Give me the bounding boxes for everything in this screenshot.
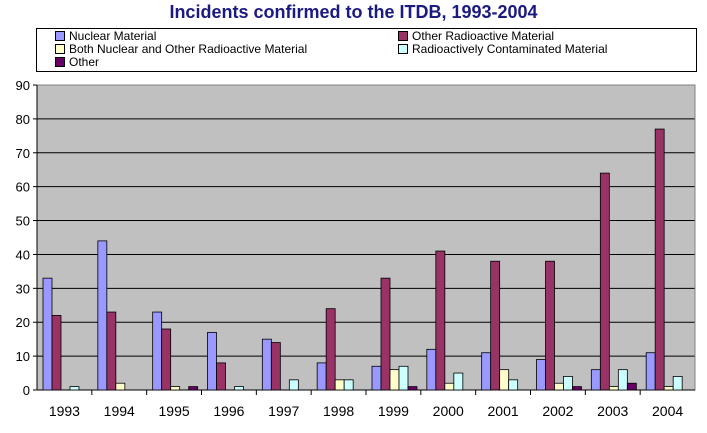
bar-both-nuclear-and-other-radioactive-material-2002 bbox=[554, 382, 564, 391]
legend-swatch bbox=[55, 30, 65, 41]
bar-radioactively-contaminated-material-2003 bbox=[617, 369, 628, 391]
bar-other-radioactive-material-2000 bbox=[435, 250, 446, 391]
bar-radioactively-contaminated-material-1998 bbox=[343, 379, 354, 391]
bar-nuclear-material-2004 bbox=[645, 352, 656, 391]
legend-label: Other bbox=[69, 55, 100, 69]
legend-label: Radioactively Contaminated Material bbox=[412, 42, 608, 56]
legend-item-radioactively-contaminated-material: Radioactively Contaminated Material bbox=[398, 43, 607, 56]
bar-nuclear-material-2000 bbox=[426, 348, 437, 391]
bar-nuclear-material-1996 bbox=[207, 331, 217, 391]
bar-nuclear-material-1997 bbox=[261, 338, 272, 391]
bar-both-nuclear-and-other-radioactive-material-2001 bbox=[499, 369, 510, 391]
y-tick-label: 50 bbox=[16, 214, 30, 229]
bar-radioactively-contaminated-material-1993 bbox=[69, 386, 80, 391]
bar-other-radioactive-material-2004 bbox=[654, 128, 665, 391]
x-tick-label: 2003 bbox=[597, 403, 628, 419]
bar-nuclear-material-1999 bbox=[371, 365, 382, 391]
bar-nuclear-material-1994 bbox=[97, 240, 108, 391]
y-tick-label: 10 bbox=[16, 349, 30, 364]
y-tick-label: 30 bbox=[16, 281, 30, 296]
bar-both-nuclear-and-other-radioactive-material-1995 bbox=[170, 386, 181, 391]
legend-label: Both Nuclear and Other Radioactive Mater… bbox=[69, 42, 308, 56]
x-tick-label: 1995 bbox=[159, 403, 190, 419]
y-tick-label: 90 bbox=[16, 78, 30, 93]
bar-other-radioactive-material-1998 bbox=[325, 308, 336, 391]
bar-radioactively-contaminated-material-2002 bbox=[563, 376, 573, 391]
legend-swatch bbox=[55, 56, 65, 67]
bar-both-nuclear-and-other-radioactive-material-1994 bbox=[115, 382, 126, 391]
plot-background bbox=[37, 85, 695, 390]
legend: Nuclear Material Other Radioactive Mater… bbox=[36, 28, 697, 72]
bar-nuclear-material-1993 bbox=[42, 277, 53, 391]
legend-swatch bbox=[398, 43, 408, 54]
bar-other-radioactive-material-1996 bbox=[216, 362, 226, 391]
bar-other-radioactive-material-1993 bbox=[51, 315, 62, 391]
bar-other-2002 bbox=[572, 386, 582, 391]
x-tick-label: 1996 bbox=[213, 403, 244, 419]
x-tick-label: 2004 bbox=[652, 403, 683, 419]
y-tick-label: 70 bbox=[16, 146, 30, 161]
bar-nuclear-material-2002 bbox=[536, 359, 546, 391]
bar-radioactively-contaminated-material-1999 bbox=[398, 365, 409, 391]
legend-swatch bbox=[55, 43, 65, 54]
legend-label: Nuclear Material bbox=[69, 29, 157, 43]
x-tick-label: 1993 bbox=[49, 403, 80, 419]
bar-other-radioactive-material-1994 bbox=[106, 311, 117, 391]
bar-other-1995 bbox=[188, 386, 199, 391]
bar-radioactively-contaminated-material-2004 bbox=[672, 376, 683, 391]
bar-nuclear-material-2003 bbox=[590, 369, 601, 391]
bar-radioactively-contaminated-material-2000 bbox=[453, 372, 464, 391]
legend-item-other-radioactive-material: Other Radioactive Material bbox=[398, 30, 554, 43]
bar-both-nuclear-and-other-radioactive-material-2004 bbox=[663, 386, 674, 391]
x-tick-label: 1994 bbox=[104, 403, 135, 419]
y-tick-label: 80 bbox=[16, 112, 30, 127]
y-tick-label: 20 bbox=[16, 315, 30, 330]
legend-item-other: Other bbox=[55, 56, 99, 69]
bar-other-radioactive-material-2001 bbox=[490, 260, 501, 391]
bar-other-radioactive-material-2002 bbox=[545, 260, 555, 391]
bar-both-nuclear-and-other-radioactive-material-1998 bbox=[334, 379, 345, 391]
bar-radioactively-contaminated-material-2001 bbox=[508, 379, 519, 391]
x-tick-label: 2001 bbox=[488, 403, 519, 419]
bar-both-nuclear-and-other-radioactive-material-2000 bbox=[444, 382, 455, 391]
x-tick-label: 2000 bbox=[433, 403, 464, 419]
bar-other-radioactive-material-1995 bbox=[161, 328, 172, 391]
bar-nuclear-material-1995 bbox=[152, 311, 163, 391]
chart-title: Incidents confirmed to the ITDB, 1993-20… bbox=[169, 2, 538, 22]
y-tick-label: 0 bbox=[23, 383, 30, 398]
bar-both-nuclear-and-other-radioactive-material-1999 bbox=[389, 369, 400, 391]
bar-radioactively-contaminated-material-1997 bbox=[288, 379, 299, 391]
bar-nuclear-material-1998 bbox=[316, 362, 327, 391]
bar-other-radioactive-material-1997 bbox=[270, 342, 281, 391]
legend-label: Other Radioactive Material bbox=[412, 29, 555, 43]
y-tick-label: 40 bbox=[16, 247, 30, 262]
x-tick-label: 1999 bbox=[378, 403, 409, 419]
bar-nuclear-material-2001 bbox=[481, 352, 492, 391]
bar-both-nuclear-and-other-radioactive-material-2003 bbox=[608, 386, 619, 391]
bar-other-1999 bbox=[407, 386, 418, 391]
bar-other-radioactive-material-2003 bbox=[599, 172, 610, 391]
y-tick-label: 60 bbox=[16, 180, 30, 195]
legend-swatch bbox=[398, 30, 408, 41]
x-tick-label: 1997 bbox=[268, 403, 299, 419]
legend-item-both-nuclear-and-other: Both Nuclear and Other Radioactive Mater… bbox=[55, 43, 307, 56]
legend-item-nuclear-material: Nuclear Material bbox=[55, 30, 156, 43]
bar-radioactively-contaminated-material-1996 bbox=[234, 386, 244, 391]
bar-other-radioactive-material-1999 bbox=[380, 277, 391, 391]
bar-other-2003 bbox=[626, 382, 637, 391]
x-tick-label: 1998 bbox=[323, 403, 354, 419]
x-tick-label: 2002 bbox=[542, 403, 573, 419]
